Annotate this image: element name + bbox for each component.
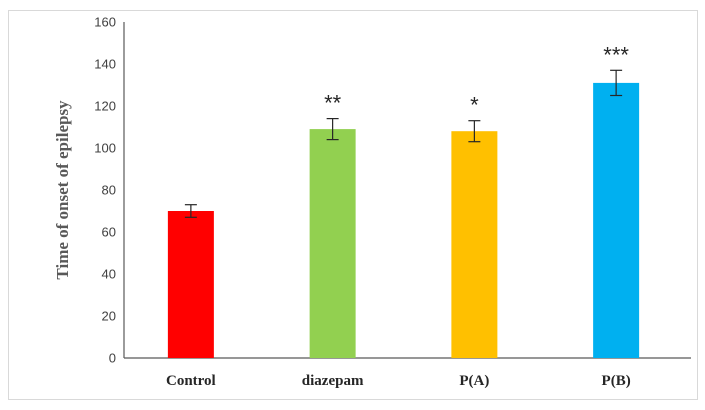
x-tick-label: Control	[166, 373, 216, 389]
x-tick-label: P(A)	[459, 373, 489, 389]
y-tick-label: 0	[109, 351, 116, 366]
error-bars-group	[184, 69, 623, 218]
y-axis-label: Time of onset of epilepsy	[53, 100, 72, 280]
bar-p-b	[593, 82, 640, 359]
y-tick-label: 60	[102, 225, 116, 240]
y-tick-label: 140	[94, 57, 116, 72]
bar-control	[167, 211, 214, 358]
error-bar	[326, 117, 339, 141]
y-tick-label: 80	[102, 183, 116, 198]
y-tick-label: 160	[94, 15, 116, 30]
error-bar	[468, 120, 481, 143]
significance-label: **	[324, 91, 342, 116]
y-tick-labels: 0 20 40 60 80 100 120 140 160	[94, 15, 116, 366]
bars-group	[167, 82, 640, 359]
y-tick-label: 40	[102, 267, 116, 282]
error-bar	[610, 69, 623, 97]
y-tick-label: 20	[102, 309, 116, 324]
x-tick-label: diazepam	[302, 373, 364, 389]
y-tick-label: 120	[94, 99, 116, 114]
significance-label: ***	[603, 42, 629, 67]
significance-group: ** ****	[324, 42, 629, 117]
bar-diazepam	[309, 129, 356, 358]
bar-p-a	[451, 131, 498, 358]
x-tick-label: P(B)	[602, 373, 631, 389]
error-bar	[184, 204, 197, 218]
category-labels: Control diazepam P(A) P(B)	[166, 373, 631, 389]
significance-label: *	[470, 93, 479, 118]
y-tick-label: 100	[94, 141, 116, 156]
